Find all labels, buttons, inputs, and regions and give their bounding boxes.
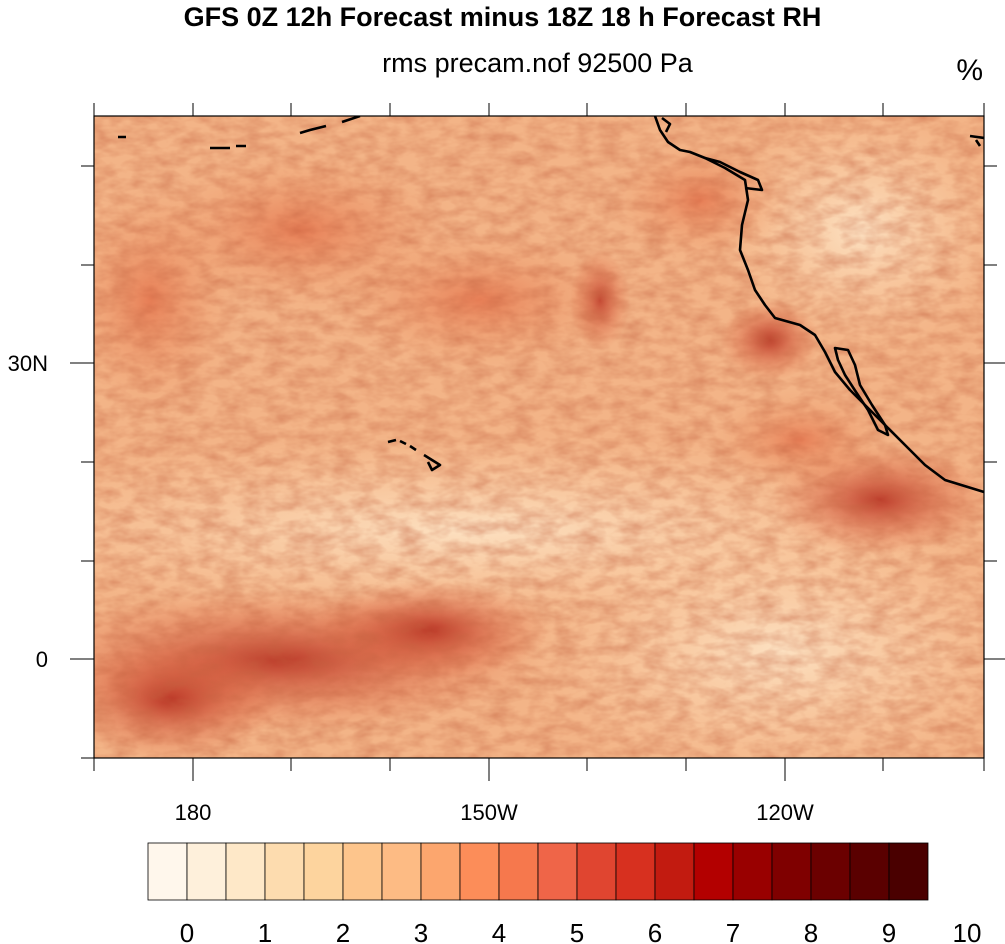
lon-label: 120W xyxy=(756,800,814,825)
colorbar-swatch xyxy=(342,842,383,901)
colorbar-label: 8 xyxy=(804,918,818,944)
colorbar-swatch xyxy=(303,842,344,901)
axis-ticks xyxy=(70,103,1005,781)
colorbar-swatch xyxy=(381,842,422,901)
colorbar-swatch xyxy=(225,842,266,901)
colorbar-swatch xyxy=(264,842,305,901)
units-label: % xyxy=(956,54,983,87)
lat-label: 30N xyxy=(8,351,48,376)
colorbar-label: 7 xyxy=(726,918,740,944)
colorbar-labels: 0 1 2 3 4 5 6 7 8 9 10 xyxy=(180,918,982,944)
colorbar-swatch xyxy=(420,842,461,901)
map-title: GFS 0Z 12h Forecast minus 18Z 18 h Forec… xyxy=(183,2,822,32)
colorbar-swatch xyxy=(810,842,851,901)
lon-label: 180 xyxy=(175,800,212,825)
rh-rms-field xyxy=(94,116,984,758)
colorbar-swatch xyxy=(888,842,929,901)
colorbar-swatch xyxy=(849,842,890,901)
map-subtitle: rms precam.nof 92500 Pa xyxy=(382,48,693,78)
colorbar-label: 9 xyxy=(882,918,896,944)
colorbar-swatch xyxy=(732,842,773,901)
colorbar-label: 4 xyxy=(492,918,506,944)
lat-label: 0 xyxy=(36,647,48,672)
colorbar-swatch xyxy=(693,842,734,901)
colorbar-swatch xyxy=(186,842,227,901)
colorbar-label: 5 xyxy=(570,918,584,944)
colorbar-swatch xyxy=(654,842,695,901)
map-frame xyxy=(93,115,985,759)
colorbar-swatch xyxy=(147,842,188,901)
colorbar-label: 2 xyxy=(336,918,350,944)
colorbar-swatch xyxy=(615,842,656,901)
colorbar-label: 1 xyxy=(258,918,272,944)
lon-label: 150W xyxy=(460,800,518,825)
colorbar-label: 6 xyxy=(648,918,662,944)
colorbar-label: 3 xyxy=(414,918,428,944)
colorbar-swatch xyxy=(537,842,578,901)
coastline xyxy=(118,116,984,494)
colorbar xyxy=(147,842,929,901)
colorbar-swatch xyxy=(498,842,539,901)
colorbar-swatch xyxy=(771,842,812,901)
colorbar-label: 10 xyxy=(953,918,982,944)
colorbar-label: 0 xyxy=(180,918,194,944)
colorbar-swatch xyxy=(576,842,617,901)
colorbar-swatch xyxy=(459,842,500,901)
